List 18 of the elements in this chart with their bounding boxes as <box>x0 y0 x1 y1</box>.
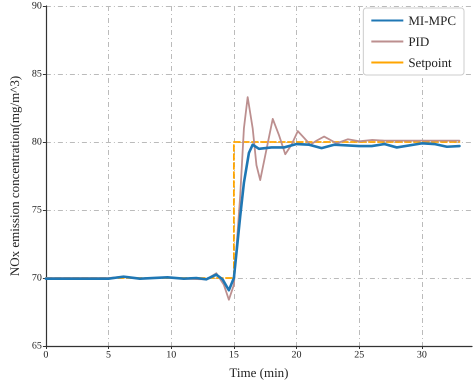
legend-label: Setpoint <box>408 55 452 70</box>
legend-label: PID <box>408 34 430 49</box>
y-tick-label: 85 <box>32 68 42 80</box>
x-tick-label: 0 <box>43 350 48 360</box>
y-tick-label: 70 <box>32 272 42 284</box>
x-tick-label: 25 <box>354 350 364 360</box>
y-axis-title: NOx emission concentration(mg/m^3) <box>7 76 22 276</box>
y-tick-label: 65 <box>32 340 42 352</box>
x-tick-label: 10 <box>166 350 176 360</box>
y-tick-label: 80 <box>32 136 42 148</box>
y-tick-label: 90 <box>32 0 42 12</box>
x-tick-label: 20 <box>292 350 302 360</box>
x-tick-label: 5 <box>106 350 112 360</box>
legend-label: MI-MPC <box>408 13 456 28</box>
x-tick-label: 30 <box>416 350 427 360</box>
x-axis-title: Time (min) <box>229 365 289 380</box>
y-tick-label: 75 <box>32 204 42 216</box>
x-tick-label: 15 <box>228 350 239 360</box>
